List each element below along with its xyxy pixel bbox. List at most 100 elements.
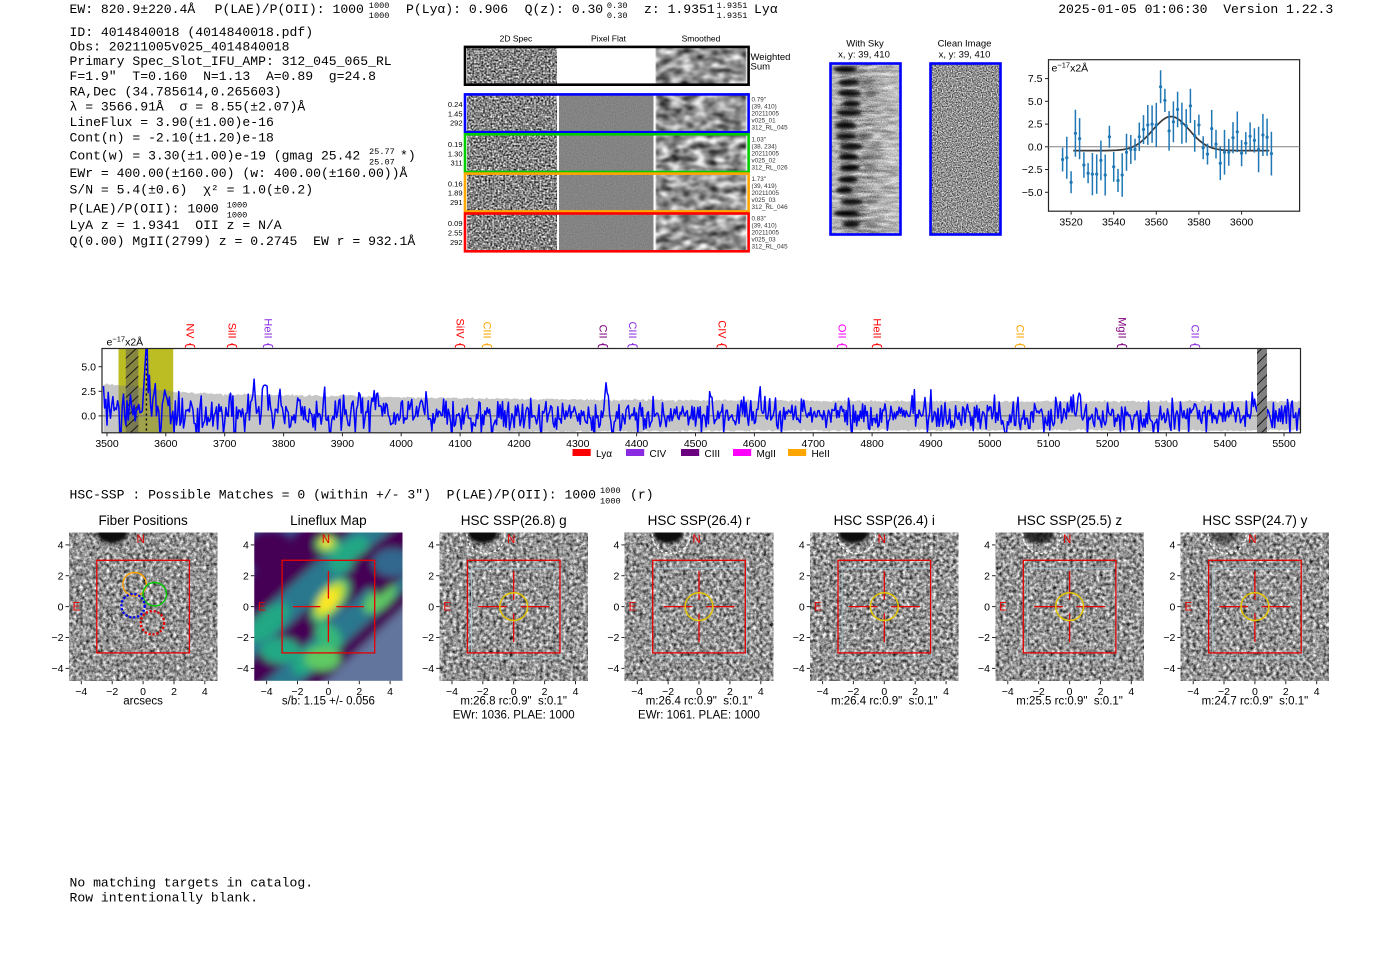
svg-text:292: 292 <box>450 119 463 128</box>
svg-text:5300: 5300 <box>1155 438 1179 450</box>
svg-text:5000: 5000 <box>978 438 1002 450</box>
svg-text:s/b: 1.15 +/- 0.056: s/b: 1.15 +/- 0.056 <box>282 696 375 708</box>
svg-text:0: 0 <box>614 601 620 613</box>
svg-text:ID: 4014840018 (4014840018.pdf: ID: 4014840018 (4014840018.pdf) <box>70 25 314 40</box>
svg-text:Q(0.00) MgII(2799) z = 0.2745: Q(0.00) MgII(2799) z = 0.2745 EW r = 932… <box>70 234 416 249</box>
svg-text:4100: 4100 <box>448 438 472 450</box>
svg-text:CII: CII <box>1014 325 1026 339</box>
svg-text:312_RL_026: 312_RL_026 <box>752 165 789 172</box>
svg-text:−4: −4 <box>607 663 619 675</box>
svg-text:4600: 4600 <box>743 438 767 450</box>
svg-text:EW: 820.9±220.4Å: EW: 820.9±220.4Å <box>70 2 196 17</box>
svg-text:−2: −2 <box>477 686 489 698</box>
svg-text:N: N <box>322 534 330 546</box>
svg-text:2.5: 2.5 <box>81 386 96 398</box>
svg-text:4: 4 <box>243 540 249 552</box>
svg-text:x, y: 39, 410: x, y: 39, 410 <box>939 50 991 61</box>
svg-text:P(LAE)/P(OII): 1000: P(LAE)/P(OII): 1000 <box>215 2 364 17</box>
svg-text:3500: 3500 <box>95 438 119 450</box>
svg-text:0: 0 <box>243 601 249 613</box>
svg-text:CIV: CIV <box>715 320 727 339</box>
svg-text:2: 2 <box>1169 570 1175 582</box>
svg-text:4: 4 <box>387 686 393 698</box>
svg-text:−4: −4 <box>817 686 829 698</box>
svg-text:2: 2 <box>614 570 620 582</box>
svg-text:5.0: 5.0 <box>81 361 96 373</box>
svg-text:CIII: CIII <box>481 321 493 338</box>
svg-text:E: E <box>1184 602 1192 614</box>
svg-text:2025-01-05 01:06:30 Version 1: 2025-01-05 01:06:30 Version 1.22.3 <box>1058 2 1333 17</box>
svg-text:E: E <box>73 602 81 614</box>
svg-text:0: 0 <box>428 601 434 613</box>
svg-text:2: 2 <box>171 686 177 698</box>
svg-text:Smoothed: Smoothed <box>682 34 721 44</box>
svg-text:z: 1.9351: z: 1.9351 <box>644 2 715 17</box>
svg-text:−2: −2 <box>1218 686 1230 698</box>
svg-text:2: 2 <box>58 570 64 582</box>
svg-text:(39, 410): (39, 410) <box>752 104 777 111</box>
svg-text:Lyα: Lyα <box>596 449 612 460</box>
svg-text:1000: 1000 <box>600 486 621 496</box>
svg-text:4900: 4900 <box>919 438 943 450</box>
svg-text:−4: −4 <box>978 663 990 675</box>
svg-text:0: 0 <box>1252 686 1258 698</box>
svg-text:1.73": 1.73" <box>752 176 767 183</box>
svg-text:4: 4 <box>1314 686 1320 698</box>
svg-text:−2.5: −2.5 <box>1022 164 1043 176</box>
svg-text:OII: OII <box>836 324 848 339</box>
svg-text:1000: 1000 <box>227 211 248 221</box>
svg-text:E: E <box>629 602 637 614</box>
svg-text:−4: −4 <box>446 686 458 698</box>
svg-text:312_RL_045: 312_RL_045 <box>752 244 789 251</box>
svg-text:4: 4 <box>428 540 434 552</box>
svg-text:2: 2 <box>1098 686 1104 698</box>
svg-text:2: 2 <box>727 686 733 698</box>
svg-text:HSC-SSP : Possible Matches = 0: HSC-SSP : Possible Matches = 0 (within +… <box>70 487 597 502</box>
svg-text:0.16: 0.16 <box>448 179 463 188</box>
svg-text:−2: −2 <box>847 686 859 698</box>
svg-text:0: 0 <box>1169 601 1175 613</box>
svg-text:−4: −4 <box>261 686 273 698</box>
svg-text:−2: −2 <box>52 632 64 644</box>
svg-text:−2: −2 <box>793 632 805 644</box>
svg-text:2: 2 <box>428 570 434 582</box>
svg-text:−4: −4 <box>75 686 87 698</box>
svg-text:CIV: CIV <box>650 449 667 460</box>
svg-text:N: N <box>878 534 886 546</box>
svg-text:*): *) <box>400 148 416 163</box>
svg-text:Fiber Positions: Fiber Positions <box>98 513 188 528</box>
svg-text:0: 0 <box>881 686 887 698</box>
svg-text:3540: 3540 <box>1102 217 1126 229</box>
svg-text:291: 291 <box>450 198 463 207</box>
svg-text:2.55: 2.55 <box>448 229 463 238</box>
svg-text:4: 4 <box>799 540 805 552</box>
svg-text:0.24: 0.24 <box>448 100 463 109</box>
svg-text:v025_02: v025_02 <box>752 158 777 165</box>
svg-text:HSC SSP(25.5) z: HSC SSP(25.5) z <box>1017 513 1122 528</box>
svg-text:Weighted: Weighted <box>751 52 791 63</box>
svg-text:HeII: HeII <box>262 318 274 338</box>
svg-text:2: 2 <box>912 686 918 698</box>
svg-text:m:26.4 rc:0.9" s:0.1": m:26.4 rc:0.9" s:0.1" <box>646 696 753 708</box>
svg-text:−2: −2 <box>292 686 304 698</box>
svg-text:arcsecs: arcsecs <box>123 696 163 708</box>
svg-text:1.45: 1.45 <box>448 109 463 118</box>
svg-text:v025_01: v025_01 <box>752 118 777 125</box>
svg-text:LyA z = 1.9341 OII z = N/A: LyA z = 1.9341 OII z = N/A <box>70 218 282 233</box>
svg-text:−2: −2 <box>662 686 674 698</box>
svg-text:P(LAE)/P(OII): 1000: P(LAE)/P(OII): 1000 <box>70 202 219 217</box>
svg-text:−2: −2 <box>607 632 619 644</box>
svg-text:−4: −4 <box>793 663 805 675</box>
svg-text:SiIV: SiIV <box>454 318 466 339</box>
svg-text:3800: 3800 <box>272 438 296 450</box>
svg-text:NV: NV <box>184 323 196 339</box>
svg-text:4200: 4200 <box>507 438 531 450</box>
svg-text:5.0: 5.0 <box>1028 96 1043 108</box>
svg-text:2: 2 <box>799 570 805 582</box>
svg-text:4: 4 <box>58 540 64 552</box>
svg-text:HSC SSP(26.4) i: HSC SSP(26.4) i <box>834 513 935 528</box>
svg-text:−4: −4 <box>237 663 249 675</box>
svg-text:E: E <box>999 602 1007 614</box>
svg-text:5500: 5500 <box>1272 438 1296 450</box>
svg-text:−4: −4 <box>1002 686 1014 698</box>
